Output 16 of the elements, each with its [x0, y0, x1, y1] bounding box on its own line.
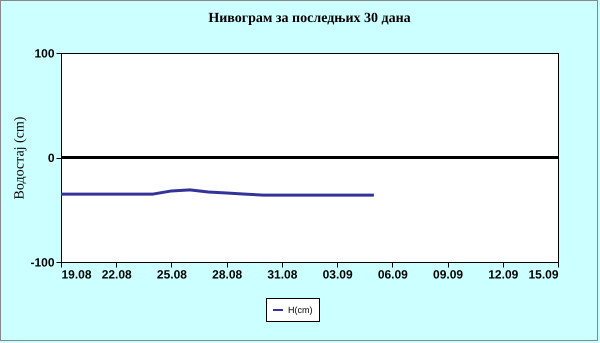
x-tick-label: 15.09: [528, 268, 559, 282]
x-tick-label: 06.09: [378, 268, 408, 282]
x-tick-label: 12.09: [488, 268, 519, 282]
x-tick-label: 28.08: [212, 268, 243, 282]
chart-title: Нивограм за последњих 30 дана: [208, 11, 411, 26]
x-tick-label: 25.08: [156, 268, 188, 282]
y-axis-title: Водостај (cm): [12, 116, 28, 200]
legend-label: H(cm): [288, 305, 312, 315]
x-tick-label: 03.09: [322, 268, 353, 282]
x-tick-label: 22.08: [102, 268, 132, 282]
x-tick-label: 19.08: [62, 268, 92, 282]
y-tick-label: 0: [48, 151, 55, 165]
y-tick-label: 100: [34, 46, 55, 60]
x-tick-label: 31.08: [267, 268, 298, 282]
y-tick-label: -100: [30, 256, 55, 270]
x-tick-label: 09.09: [433, 268, 464, 282]
